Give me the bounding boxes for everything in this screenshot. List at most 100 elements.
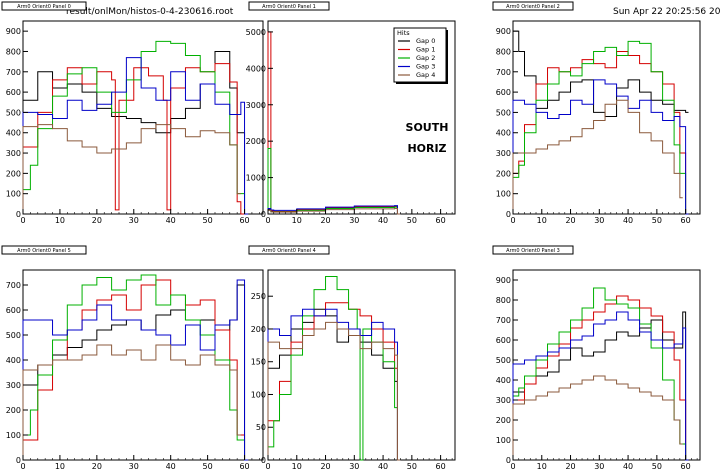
panel-3: Arm0 Orient0 Panel 50 10 20 30 40 50 600100200… — [1, 245, 264, 469]
x-tick-label: 20 — [92, 216, 102, 225]
series-gap-2 — [512, 287, 689, 461]
y-tick-label: 0 — [261, 210, 266, 219]
x-tick-label: 30 — [594, 462, 604, 469]
x-tick-label: 0 — [20, 216, 25, 225]
series-gap-3 — [22, 279, 249, 461]
y-tick-label: 500 — [6, 331, 21, 340]
x-tick-label: 30 — [349, 216, 359, 225]
y-tick-label: 600 — [6, 88, 21, 97]
plot-frame — [22, 20, 264, 215]
panel-title-box — [1, 245, 87, 255]
x-tick-label: 50 — [407, 462, 417, 469]
y-tick-label: 0 — [16, 456, 21, 465]
y-tick-label: 0 — [506, 210, 511, 219]
y-tick-label: 700 — [496, 316, 511, 325]
plot-frame — [267, 269, 456, 461]
y-tick-label: 1000 — [246, 174, 266, 183]
y-tick-label: 600 — [6, 306, 21, 315]
panel-title-box — [1, 1, 87, 11]
panel-title-box — [248, 245, 330, 255]
series-gap-1 — [22, 63, 245, 215]
panel-2: Arm0 Orient0 Panel 20 10 20 30 40 50 600100200… — [492, 1, 701, 225]
legend-box — [393, 27, 447, 83]
panels: Arm0 Orient0 Panel 00 10 20 30 40 50 600100200… — [1, 1, 701, 469]
y-tick-label: 900 — [496, 27, 511, 36]
y-tick-label: 600 — [496, 88, 511, 97]
x-tick-label: 0 — [510, 216, 515, 225]
x-tick-label: 20 — [565, 216, 575, 225]
panel-title-box — [492, 1, 574, 11]
y-tick-label: 150 — [251, 358, 266, 367]
x-tick-label: 0 — [265, 462, 270, 469]
x-tick-label: 60 — [681, 216, 691, 225]
y-tick-label: 2000 — [246, 137, 266, 146]
panel-0: Arm0 Orient0 Panel 00 10 20 30 40 50 600100200… — [1, 1, 264, 225]
x-tick-label: 30 — [129, 216, 139, 225]
x-tick-label: 10 — [537, 462, 547, 469]
y-tick-label: 100 — [496, 436, 511, 445]
legend-entry: Gap 1 — [416, 46, 435, 54]
series-gap-4 — [22, 124, 241, 214]
y-tick-label: 50 — [256, 423, 266, 432]
y-tick-label: 300 — [6, 381, 21, 390]
x-tick-label: 40 — [378, 462, 388, 469]
annotation-label: SOUTH — [406, 121, 449, 134]
x-tick-label: 60 — [239, 216, 249, 225]
y-tick-label: 300 — [496, 149, 511, 158]
legend-entry: Gap 4 — [416, 71, 435, 79]
y-tick-label: 100 — [251, 390, 266, 399]
series-gap-2 — [22, 274, 249, 461]
panel-title: Arm0 Orient0 Panel 2 — [506, 4, 560, 10]
y-tick-label: 3000 — [246, 101, 266, 110]
x-tick-label: 10 — [55, 216, 65, 225]
y-tick-label: 200 — [496, 169, 511, 178]
y-tick-label: 500 — [496, 356, 511, 365]
panel-4: Arm0 Orient0 Panel 4 0 10 20 30 40 50 60 0 50 100 1… — [248, 245, 456, 469]
x-tick-label: 10 — [55, 462, 65, 469]
x-tick-label: 0 — [20, 462, 25, 469]
y-tick-label: 500 — [6, 108, 21, 117]
legend-entry: Gap 0 — [416, 37, 435, 45]
y-tick-label: 0 — [261, 456, 266, 465]
series-gap-0 — [512, 30, 689, 214]
x-tick-label: 40 — [623, 462, 633, 469]
y-tick-label: 200 — [496, 416, 511, 425]
y-tick-label: 700 — [6, 68, 21, 77]
x-tick-label: 20 — [320, 462, 330, 469]
y-tick-label: 600 — [496, 336, 511, 345]
panel-title-box — [248, 1, 330, 11]
series-gap-3 — [512, 311, 689, 461]
y-tick-label: 200 — [6, 406, 21, 415]
y-tick-label: 500 — [496, 108, 511, 117]
panel-title: Arm0 Orient0 Panel 0 — [17, 4, 71, 10]
x-tick-label: 60 — [681, 462, 691, 469]
y-tick-label: 700 — [6, 281, 21, 290]
y-tick-label: 800 — [496, 47, 511, 56]
panel-1: Arm0 Orient0 Panel 1 0 10 20 30 40 50 60 0 1000 20… — [246, 1, 456, 225]
x-tick-label: 20 — [320, 216, 330, 225]
series-gap-4 — [22, 344, 241, 460]
y-tick-label: 900 — [496, 276, 511, 285]
x-tick-label: 40 — [378, 216, 388, 225]
x-tick-label: 10 — [292, 462, 302, 469]
x-tick-label: 0 — [265, 216, 270, 225]
series-gap-3 — [22, 57, 249, 215]
y-tick-label: 100 — [6, 431, 21, 440]
series-gap-4 — [512, 375, 683, 460]
date-label: Sun Apr 22 20:25:56 2007 — [613, 7, 721, 17]
y-tick-label: 300 — [6, 149, 21, 158]
plot-frame — [512, 20, 701, 215]
x-tick-label: 20 — [565, 462, 575, 469]
x-tick-label: 30 — [349, 462, 359, 469]
series-gap-3 — [512, 79, 689, 215]
panel-title: Arm0 Orient0 Panel 1 — [262, 4, 316, 10]
x-tick-label: 40 — [166, 216, 176, 225]
x-tick-label: 20 — [92, 462, 102, 469]
x-tick-label: 50 — [407, 216, 417, 225]
annotation-label: HORIZ — [407, 142, 446, 155]
legend-title: Hits — [397, 29, 410, 37]
y-tick-label: 400 — [6, 129, 21, 138]
x-tick-label: 50 — [203, 216, 213, 225]
y-tick-label: 0 — [506, 456, 511, 465]
